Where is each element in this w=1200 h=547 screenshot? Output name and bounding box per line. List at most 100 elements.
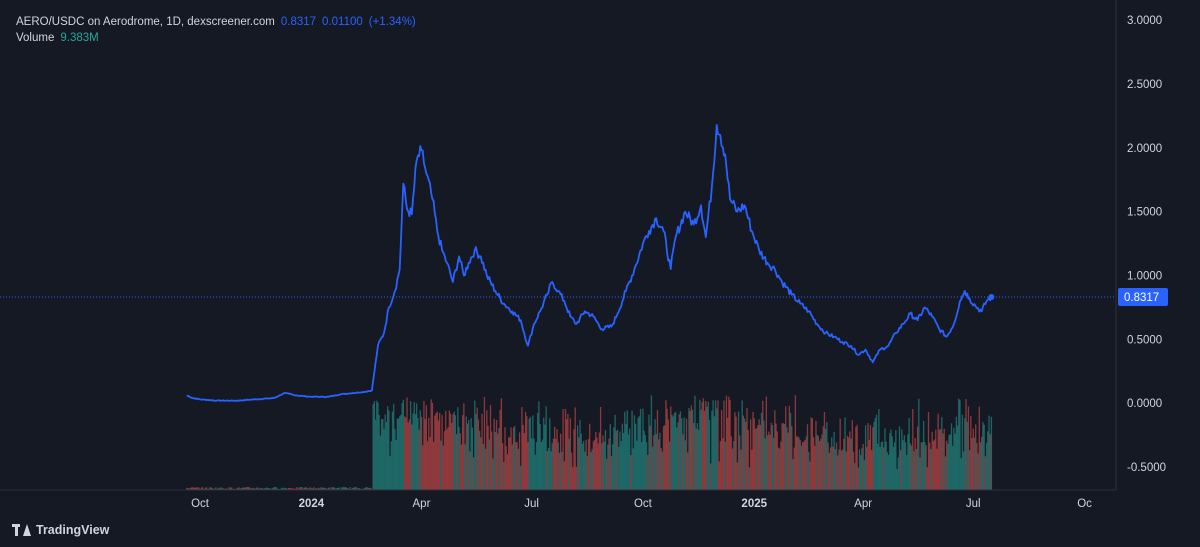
x-tick-label: Jul: [966, 498, 981, 510]
volume-bar: [497, 433, 499, 490]
volume-bar: [939, 428, 942, 490]
volume-bar: [558, 452, 561, 490]
volume-bar: [724, 441, 726, 490]
volume-bar: [740, 449, 742, 490]
volume-bar: [210, 487, 212, 490]
volume-bar: [927, 411, 930, 490]
volume-bar: [857, 467, 859, 490]
volume-bar: [863, 459, 866, 490]
volume-bar: [515, 442, 517, 490]
volume-bar: [602, 435, 604, 490]
volume-bar: [320, 487, 322, 490]
y-axis[interactable]: 3.0000 2.5000 2.0000 1.5000 1.0000 0.5000 0.00…: [1115, 0, 1168, 490]
volume-bar: [222, 488, 224, 490]
volume-bar: [774, 410, 776, 490]
volume-bar: [706, 406, 708, 490]
x-tick-label: Apr: [413, 498, 431, 510]
volume-bar: [603, 441, 605, 490]
volume-bar: [530, 438, 533, 490]
volume-bar: [538, 401, 540, 490]
volume-bar: [441, 415, 443, 490]
volume-bar: [719, 441, 722, 490]
volume-bar: [967, 406, 970, 490]
volume-bar: [862, 443, 864, 490]
volume-bar: [753, 418, 755, 490]
volume-bar: [284, 487, 286, 490]
volume-bar: [472, 457, 475, 490]
volume-bar: [288, 487, 291, 490]
volume-bar: [572, 466, 574, 490]
volume-bar: [301, 487, 303, 490]
volume-bar: [325, 488, 327, 490]
volume-bar: [840, 450, 843, 490]
volume-bar: [307, 488, 309, 490]
volume-bar: [280, 488, 282, 490]
volume-bar: [253, 488, 256, 490]
volume-bar: [348, 488, 350, 490]
legend-volume-row[interactable]: Volume 9.383M: [16, 30, 416, 46]
volume-bar: [661, 451, 663, 490]
volume-bar: [416, 403, 418, 490]
volume-bar: [800, 445, 803, 490]
volume-bar: [667, 419, 670, 490]
volume-bar: [972, 428, 974, 490]
volume-bar: [900, 450, 902, 490]
volume-bar: [342, 487, 344, 490]
legend-symbol-row[interactable]: AERO/USDC on Aerodrome, 1D, dexscreener.…: [16, 14, 416, 30]
volume-bar: [850, 438, 852, 490]
volume-bar: [380, 419, 383, 490]
volume-bar: [908, 418, 910, 490]
volume-bar: [619, 431, 621, 490]
volume-bar: [717, 400, 719, 490]
volume-bar: [886, 452, 889, 490]
volume-bar: [631, 410, 633, 490]
volume-bar: [839, 418, 841, 490]
volume-bar: [883, 447, 885, 490]
volume-bar: [593, 439, 596, 490]
volume-bar: [457, 407, 459, 490]
volume-bar: [543, 417, 545, 490]
volume-bar: [308, 488, 310, 490]
volume-bar: [976, 442, 978, 490]
volume-bar: [544, 424, 546, 490]
volume-bar: [361, 488, 363, 490]
volume-bar: [327, 488, 330, 490]
volume-bar: [583, 440, 585, 490]
volume-bar: [553, 426, 556, 490]
volume-bar: [333, 487, 336, 490]
volume-bar: [946, 440, 948, 490]
volume-bar: [867, 423, 869, 490]
volume-bar: [226, 488, 228, 490]
volume-bar: [459, 433, 461, 490]
volume-bar: [734, 412, 736, 490]
volume-bar: [791, 426, 793, 490]
volume-bar: [453, 411, 455, 490]
volume-bar: [630, 455, 632, 490]
volume-bar: [847, 437, 850, 490]
volume-bar: [298, 487, 300, 490]
volume-bar: [354, 487, 356, 490]
volume-bar: [890, 429, 892, 490]
x-axis[interactable]: Oct 2024 Apr Jul Oct 2025 Apr Jul Oc: [0, 489, 1116, 510]
volume-bar: [465, 416, 467, 490]
volume-bar: [799, 440, 801, 490]
volume-bar: [854, 462, 856, 490]
volume-bar: [341, 487, 343, 490]
volume-bar: [599, 406, 602, 490]
volume-bar: [779, 448, 781, 490]
volume-bar: [743, 418, 746, 490]
volume-bar: [907, 434, 909, 490]
volume-bar: [701, 401, 703, 490]
volume-bar: [512, 427, 515, 490]
volume-bar: [944, 456, 947, 490]
volume-bar: [330, 488, 332, 490]
legend-symbol[interactable]: AERO/USDC on Aerodrome, 1D, dexscreener.…: [16, 16, 275, 28]
volume-bar: [858, 449, 861, 490]
volume-bar: [678, 414, 680, 490]
volume-bar: [401, 403, 403, 490]
volume-bar: [626, 410, 628, 490]
tradingview-logo[interactable]: TradingView: [12, 523, 109, 537]
volume-bar: [534, 454, 536, 490]
volume-bar: [303, 487, 305, 490]
